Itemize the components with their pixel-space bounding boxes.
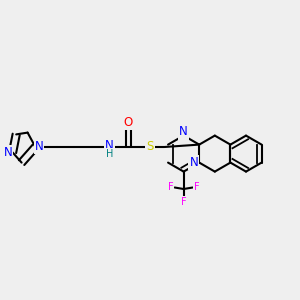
Text: F: F	[168, 182, 173, 193]
Text: N: N	[3, 146, 12, 159]
Text: S: S	[146, 140, 154, 154]
Text: N: N	[190, 156, 198, 169]
Text: F: F	[181, 197, 187, 207]
Text: N: N	[34, 140, 43, 153]
Text: N: N	[105, 139, 114, 152]
Text: H: H	[106, 149, 113, 159]
Text: O: O	[124, 116, 133, 129]
Text: F: F	[194, 182, 200, 193]
Text: N: N	[179, 125, 188, 139]
